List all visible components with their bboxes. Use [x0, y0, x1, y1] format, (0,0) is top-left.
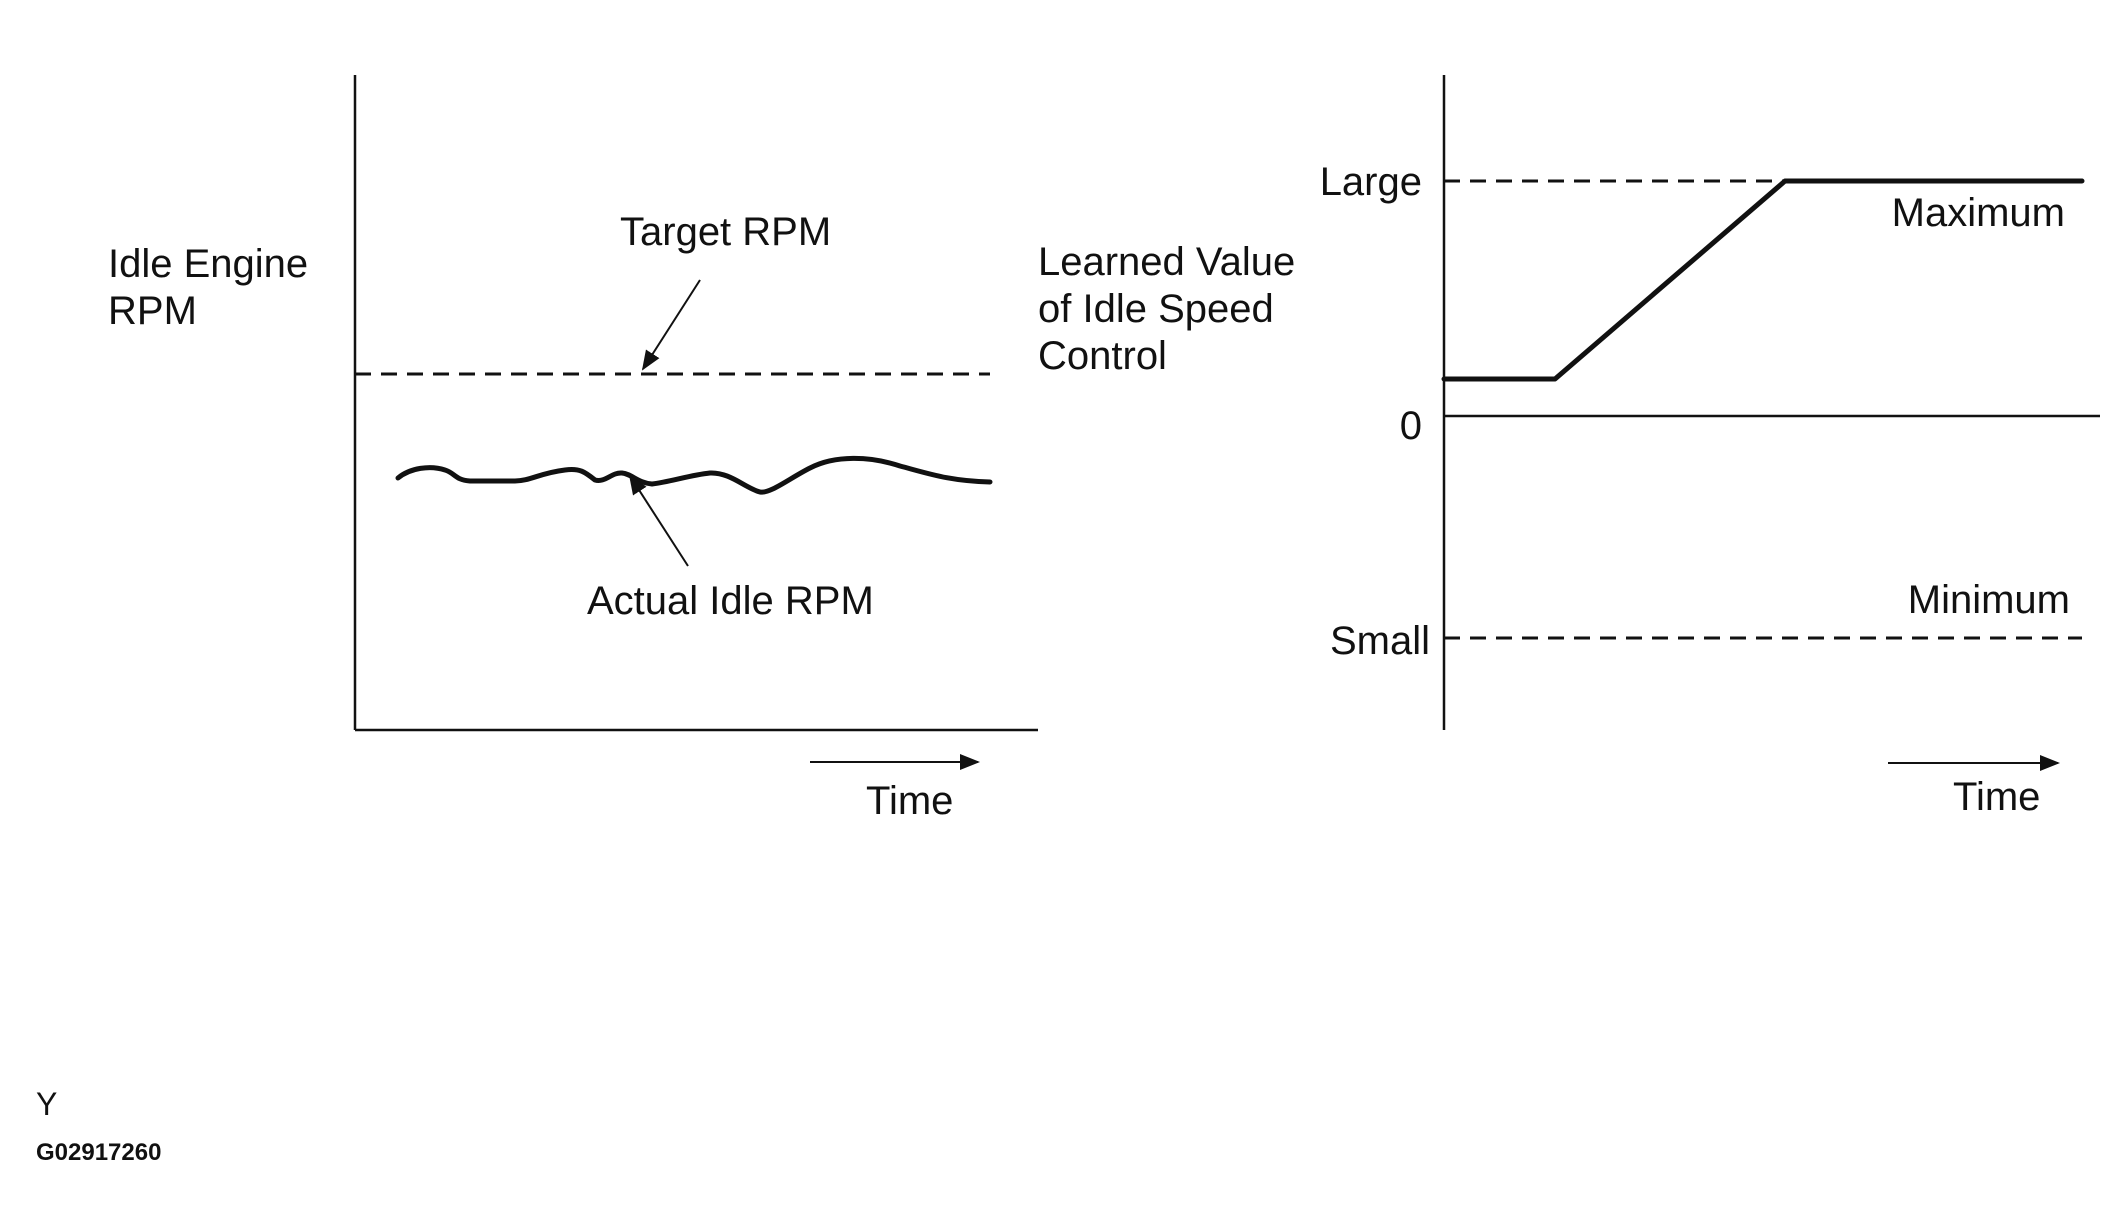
- right-time-label: Time: [1953, 775, 2040, 819]
- right-chart: Learned Value of Idle Speed Control Larg…: [1038, 75, 2100, 819]
- right-y-title-line2: of Idle Speed: [1038, 287, 1274, 331]
- actual-idle-rpm-curve: [395, 455, 993, 495]
- left-y-title-line1: Idle Engine: [108, 242, 308, 286]
- right-y-title-line3: Control: [1038, 334, 1167, 378]
- figure-id: G02917260: [36, 1139, 161, 1166]
- zero-label: 0: [1400, 404, 1422, 448]
- target-rpm-label: Target RPM: [620, 210, 831, 254]
- large-label: Large: [1320, 160, 1422, 204]
- learned-value-curve: [1441, 178, 2085, 382]
- actual-idle-rpm-pointer: [628, 474, 689, 567]
- maximum-label: Maximum: [1892, 191, 2065, 235]
- minimum-label: Minimum: [1908, 578, 2070, 622]
- left-time-label: Time: [866, 779, 953, 823]
- left-chart: Idle Engine RPM Target RPM Actual Idle R…: [108, 75, 1038, 823]
- footer-letter: Y: [36, 1086, 57, 1122]
- actual-idle-rpm-label: Actual Idle RPM: [587, 579, 874, 623]
- left-y-title-line2: RPM: [108, 289, 197, 333]
- right-y-title-line1: Learned Value: [1038, 240, 1295, 284]
- target-rpm-pointer: [641, 279, 701, 371]
- small-label: Small: [1330, 619, 1430, 663]
